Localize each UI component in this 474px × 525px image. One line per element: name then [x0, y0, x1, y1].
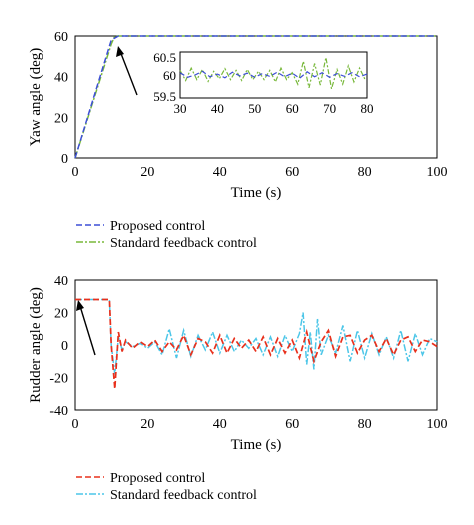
- inset-y-tick-label: 60.5: [153, 50, 176, 65]
- x-tick-label: 0: [72, 417, 79, 432]
- rudder-x-ticks: 0 20 40 60 80 100: [72, 417, 448, 432]
- yaw-x-ticks: 0 20 40 60 80 100: [72, 165, 448, 180]
- yaw-arrow-head: [116, 46, 124, 57]
- legend-label-proposed: Proposed control: [110, 219, 205, 234]
- rudder-series-standard-line: [75, 298, 438, 375]
- y-tick-label: -20: [49, 372, 68, 387]
- yaw-series-group: [74, 35, 437, 159]
- inset-series-group: [179, 57, 368, 89]
- x-tick-label: 60: [285, 417, 299, 432]
- rudder-annotation-arrow: [79, 305, 96, 356]
- yaw-chart: 0 20 40 60 80 100 0 20 40 60 Time (s) Ya…: [28, 30, 448, 251]
- x-tick-label: 20: [140, 417, 154, 432]
- y-tick-label: 0: [61, 152, 68, 167]
- yaw-series-proposed-line: [74, 35, 437, 159]
- x-tick-label: 40: [213, 417, 227, 432]
- inset-y-tick-label: 59.5: [153, 89, 176, 104]
- rudder-legend: Proposed control Standard feedback contr…: [76, 471, 257, 503]
- x-tick-label: 40: [213, 165, 227, 180]
- y-tick-label: 20: [54, 307, 68, 322]
- rudder-x-axis-label: Time (s): [231, 437, 282, 453]
- legend-label-proposed: Proposed control: [110, 471, 205, 486]
- x-tick-label: 0: [72, 165, 79, 180]
- y-tick-label: 0: [61, 339, 68, 354]
- x-tick-label: 80: [358, 165, 372, 180]
- yaw-legend: Proposed control Standard feedback contr…: [76, 219, 257, 251]
- inset-y-tick-label: 60: [163, 68, 176, 83]
- y-tick-label: 40: [54, 71, 68, 86]
- rudder-y-axis-label: Rudder angle (deg): [28, 287, 44, 403]
- yaw-annotation-arrow: [119, 50, 138, 96]
- inset-x-tick-label: 60: [286, 101, 299, 116]
- inset-x-tick-label: 50: [248, 101, 261, 116]
- inset-x-tick-label: 30: [174, 101, 187, 116]
- legend-label-standard: Standard feedback control: [110, 488, 257, 503]
- x-tick-label: 100: [427, 165, 448, 180]
- x-tick-label: 100: [427, 417, 448, 432]
- rudder-y-ticks: -40 -20 0 20 40: [49, 274, 68, 419]
- inset-x-tick-label: 70: [323, 101, 336, 116]
- yaw-inset: 60.5 60 59.5 30 40 50 60 70 80: [153, 50, 373, 116]
- legend-label-standard: Standard feedback control: [110, 236, 257, 251]
- rudder-arrow-head: [76, 300, 84, 311]
- rudder-chart: 0 20 40 60 80 100 -40 -20 0 20 40 Time (…: [28, 274, 448, 503]
- x-tick-label: 60: [285, 165, 299, 180]
- rudder-plot-frame: [74, 279, 438, 411]
- y-tick-label: -40: [49, 404, 68, 419]
- rudder-series-proposed-line: [75, 298, 438, 389]
- x-tick-label: 20: [140, 165, 154, 180]
- yaw-y-axis-label: Yaw angle (deg): [28, 48, 44, 146]
- y-tick-label: 40: [54, 274, 68, 289]
- rudder-series-group: [75, 298, 438, 389]
- y-tick-label: 20: [54, 111, 68, 126]
- yaw-y-ticks: 0 20 40 60: [54, 30, 68, 167]
- inset-series-proposed-line: [179, 70, 368, 79]
- y-tick-label: 60: [54, 30, 68, 45]
- inset-x-tick-label: 40: [211, 101, 224, 116]
- x-tick-label: 80: [358, 417, 372, 432]
- inset-x-tick-label: 80: [361, 101, 374, 116]
- yaw-x-axis-label: Time (s): [231, 185, 282, 201]
